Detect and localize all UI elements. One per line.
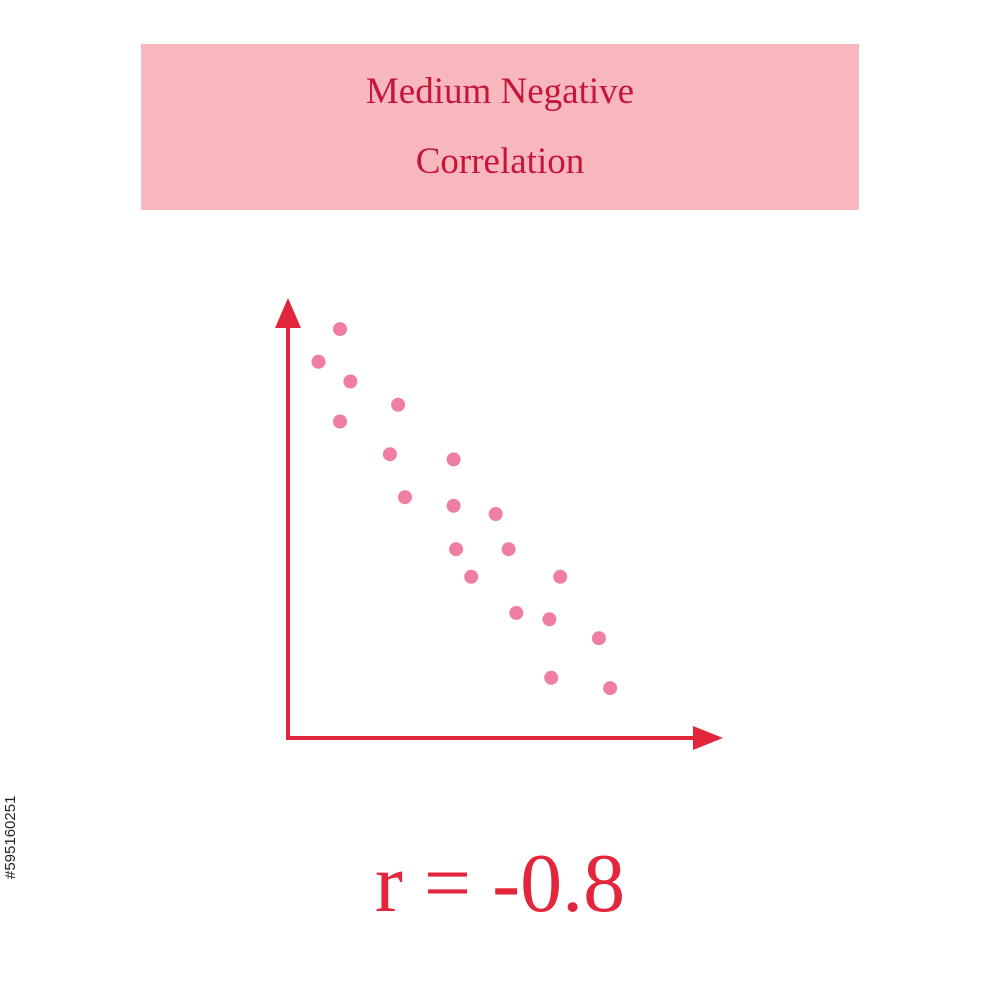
data-point bbox=[488, 507, 503, 521]
data-point bbox=[446, 452, 461, 467]
data-point bbox=[343, 374, 358, 389]
data-point bbox=[501, 542, 516, 557]
data-point bbox=[464, 569, 479, 584]
data-point bbox=[333, 322, 347, 337]
data-point bbox=[544, 670, 559, 685]
data-point bbox=[446, 498, 461, 513]
data-point bbox=[391, 397, 406, 412]
chart-title-banner: Medium Negative Correlation bbox=[141, 44, 859, 210]
correlation-coefficient-label: r = -0.8 bbox=[374, 837, 626, 930]
chart-title-line-1: Medium Negative bbox=[365, 70, 635, 112]
x-axis-arrowhead bbox=[693, 726, 723, 750]
axes bbox=[275, 298, 723, 750]
data-point bbox=[542, 612, 557, 627]
chart-title-line-2: Correlation bbox=[415, 141, 585, 182]
data-point bbox=[398, 490, 412, 505]
data-point bbox=[449, 542, 464, 557]
data-point bbox=[603, 681, 618, 696]
data-point bbox=[509, 605, 524, 620]
data-point bbox=[333, 414, 347, 429]
image-id-watermark: #595160251 bbox=[2, 795, 19, 879]
data-point bbox=[311, 354, 326, 369]
data-point bbox=[591, 631, 606, 646]
data-point bbox=[553, 569, 568, 584]
y-axis-arrowhead bbox=[275, 298, 301, 328]
data-points bbox=[311, 322, 618, 696]
data-point bbox=[382, 447, 397, 462]
